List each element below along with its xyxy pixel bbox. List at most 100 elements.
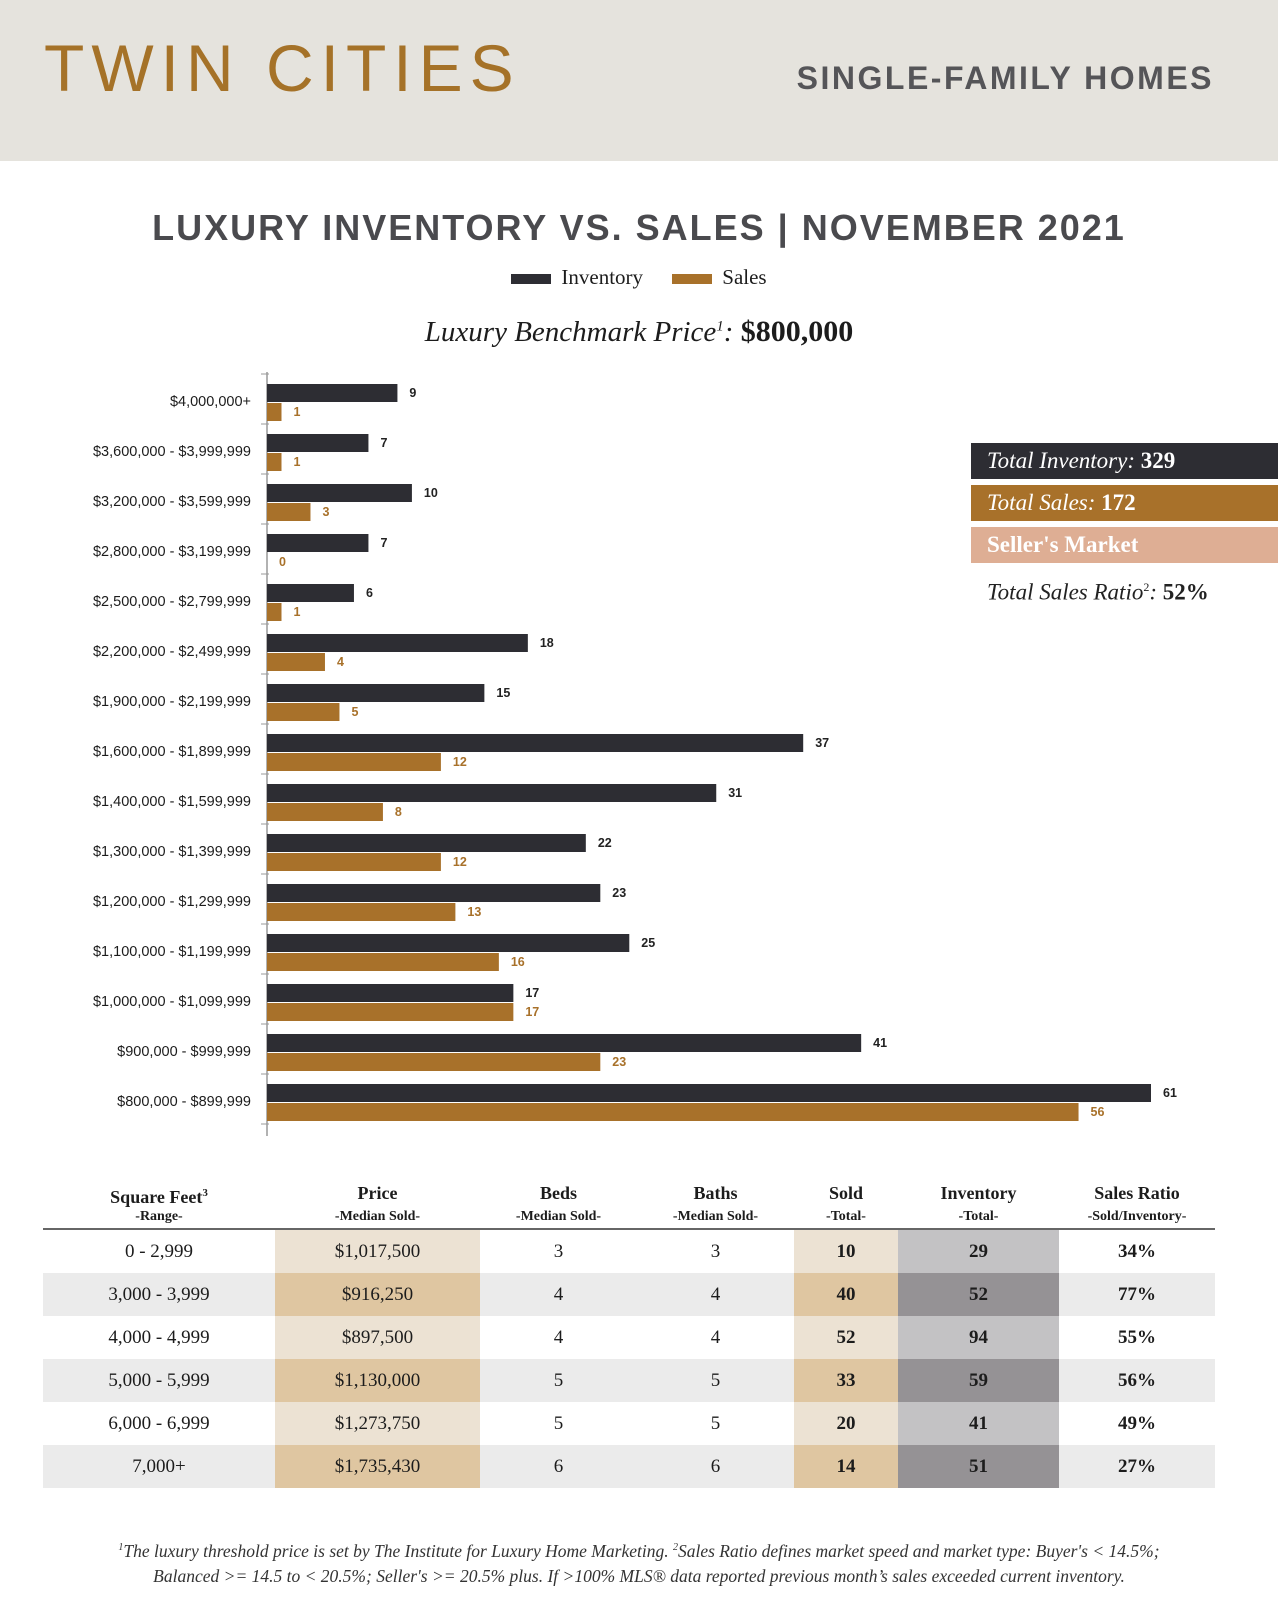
sales-bar xyxy=(267,1103,1079,1121)
table-row: 7,000+ $1,735,430 6 6 14 51 27% xyxy=(43,1445,1215,1488)
table-row: 6,000 - 6,999 $1,273,750 5 5 20 41 49% xyxy=(43,1402,1215,1445)
table-cell: 49% xyxy=(1059,1402,1215,1445)
sales-bar xyxy=(267,753,441,771)
inventory-bar xyxy=(267,784,717,802)
table-cell: 3,000 - 3,999 xyxy=(43,1273,275,1316)
inventory-bar xyxy=(267,984,514,1002)
inventory-bar xyxy=(267,1034,862,1052)
column-header: Square Feet3 -Range- xyxy=(43,1180,275,1229)
column-subtitle: -Total- xyxy=(826,1209,866,1224)
table-row: 3,000 - 3,999 $916,250 4 4 40 52 77% xyxy=(43,1273,1215,1316)
footnote-line2: Balanced >= 14.5 to < 20.5%; Seller's >=… xyxy=(153,1565,1125,1586)
column-header: Price -Median Sold- xyxy=(275,1180,480,1229)
column-subtitle: -Median Sold- xyxy=(515,1209,602,1224)
sales-value-label: 13 xyxy=(467,905,481,919)
column-title: Beds xyxy=(539,1183,577,1203)
sales-value-label: 5 xyxy=(351,705,358,719)
total-sales-value: 172 xyxy=(1101,490,1136,515)
column-header: Beds -Median Sold- xyxy=(480,1180,637,1229)
footnote-line1: The luxury threshold price is set by The… xyxy=(123,1540,669,1561)
table-cell: 4 xyxy=(480,1316,637,1359)
inventory-value-label: 37 xyxy=(815,736,829,750)
category-label: $800,000 - $899,999 xyxy=(117,1094,251,1110)
table-cell: 40 xyxy=(794,1273,898,1316)
table-cell: 6 xyxy=(637,1445,794,1488)
column-header: Sold -Total- xyxy=(794,1180,898,1229)
table-cell: 52 xyxy=(898,1273,1059,1316)
table-cell: 27% xyxy=(1059,1445,1215,1488)
legend-swatch-sales xyxy=(672,274,713,285)
inventory-value-label: 22 xyxy=(598,836,612,850)
table-cell: 6 xyxy=(480,1445,637,1488)
benchmark-sup: 1 xyxy=(716,318,724,335)
inventory-bar xyxy=(267,934,630,952)
total-ratio-sup: 2 xyxy=(1143,580,1150,594)
legend-label-sales: Sales xyxy=(722,265,767,289)
sales-bar xyxy=(267,403,282,421)
table-cell: 7,000+ xyxy=(43,1445,275,1488)
column-header: Baths -Median Sold- xyxy=(637,1180,794,1229)
inventory-value-label: 7 xyxy=(380,536,387,550)
inventory-bar xyxy=(267,634,528,652)
inventory-value-label: 31 xyxy=(728,786,742,800)
table-header-row: Square Feet3 -Range- Price -Median Sold- Bed… xyxy=(43,1180,1215,1229)
sales-value-label: 1 xyxy=(293,455,300,469)
column-sup: 3 xyxy=(202,1187,208,1199)
column-subtitle: -Sold/Inventory- xyxy=(1087,1209,1187,1224)
bar-chart: $4,000,000+ 9 1 $3,600,000 - $3,999,999 7 1 $3… xyxy=(93,372,1177,1136)
table-cell: 6,000 - 6,999 xyxy=(43,1402,275,1445)
category-label: $2,200,000 - $2,499,999 xyxy=(93,644,251,660)
inventory-value-label: 9 xyxy=(409,386,416,400)
category-label: $1,600,000 - $1,899,999 xyxy=(93,744,251,760)
market-type-badge: Seller's Market xyxy=(971,527,1278,563)
benchmark-label: Luxury Benchmark Price xyxy=(424,316,717,348)
category-label: $900,000 - $999,999 xyxy=(117,1044,251,1060)
table-body: 0 - 2,999 $1,017,500 3 3 10 29 34% 3,000 - 3,99… xyxy=(43,1229,1215,1488)
table-cell: 4 xyxy=(637,1273,794,1316)
table-cell: 5,000 - 5,999 xyxy=(43,1359,275,1402)
inventory-bar xyxy=(267,484,412,502)
table-cell: 52 xyxy=(794,1316,898,1359)
inventory-bar xyxy=(267,684,485,702)
total-sales-label: Total Sales: xyxy=(987,490,1096,515)
table-cell: 4 xyxy=(637,1316,794,1359)
category-label: $2,500,000 - $2,799,999 xyxy=(93,594,251,610)
total-sales-box: Total Sales: 172 xyxy=(971,485,1278,521)
table-cell: $897,500 xyxy=(275,1316,480,1359)
sales-value-label: 1 xyxy=(293,405,300,419)
inventory-value-label: 25 xyxy=(641,936,655,950)
sales-bar xyxy=(267,803,383,821)
sales-bar xyxy=(267,853,441,871)
table-cell: 20 xyxy=(794,1402,898,1445)
table-cell: $916,250 xyxy=(275,1273,480,1316)
table-cell: 4,000 - 4,999 xyxy=(43,1316,275,1359)
inventory-value-label: 6 xyxy=(366,586,373,600)
legend-item-sales: Sales xyxy=(672,265,767,290)
footnote-sup-2: 2 xyxy=(672,1542,678,1553)
table-cell: $1,017,500 xyxy=(275,1229,480,1273)
sales-bar xyxy=(267,1003,514,1021)
table-cell: 34% xyxy=(1059,1229,1215,1273)
inventory-bar xyxy=(267,534,369,552)
category-label: $1,000,000 - $1,099,999 xyxy=(93,994,251,1010)
inventory-value-label: 17 xyxy=(525,986,539,1000)
footnote: 1The luxury threshold price is set by Th… xyxy=(0,1535,1278,1589)
table-cell: $1,273,750 xyxy=(275,1402,480,1445)
column-header: Sales Ratio -Sold/Inventory- xyxy=(1059,1180,1215,1229)
inventory-bar xyxy=(267,884,601,902)
column-subtitle: -Median Sold- xyxy=(672,1209,759,1224)
total-inventory-label: Total Inventory: xyxy=(987,448,1135,473)
sales-bar xyxy=(267,603,282,621)
table-cell: 41 xyxy=(898,1402,1059,1445)
column-title: Inventory xyxy=(940,1183,1017,1203)
table-cell: 5 xyxy=(637,1402,794,1445)
table-cell: 29 xyxy=(898,1229,1059,1273)
column-title: Baths xyxy=(693,1183,738,1203)
table-row: 4,000 - 4,999 $897,500 4 4 52 94 55% xyxy=(43,1316,1215,1359)
category-label: $1,200,000 - $1,299,999 xyxy=(93,894,251,910)
inventory-bar xyxy=(267,734,804,752)
category-label: $4,000,000+ xyxy=(170,394,251,410)
sales-value-label: 23 xyxy=(612,1055,626,1069)
sales-value-label: 17 xyxy=(525,1005,539,1019)
footnote-line1b: Sales Ratio defines market speed and mar… xyxy=(677,1540,1160,1561)
